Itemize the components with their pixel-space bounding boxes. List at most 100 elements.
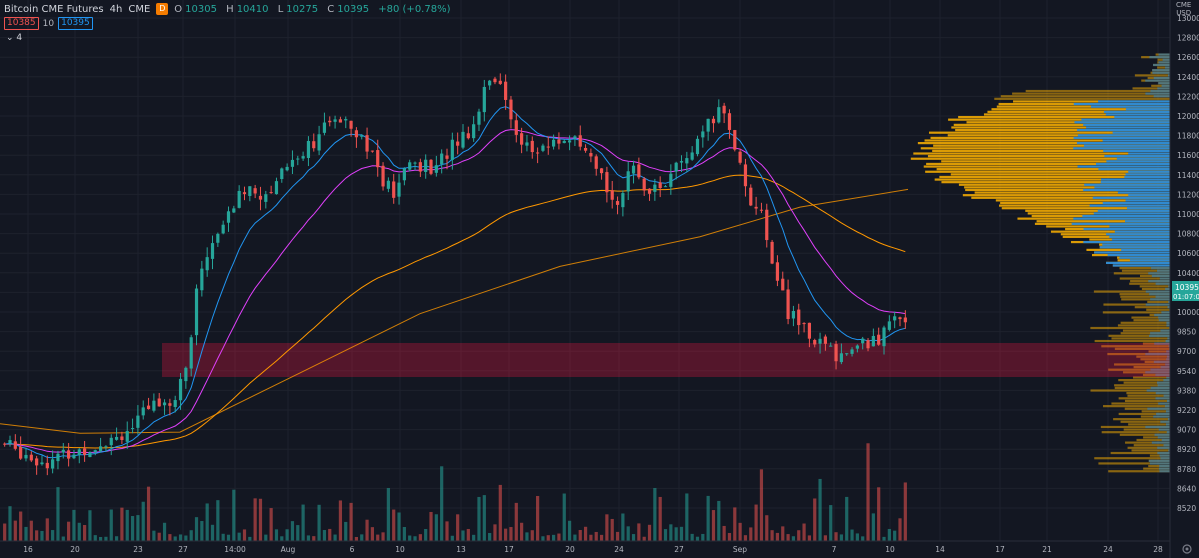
volume-profile-bar	[1133, 319, 1170, 322]
candle-body	[248, 186, 252, 197]
price-tick: 11800	[1177, 132, 1199, 141]
volume-profile-bar-va	[1145, 425, 1170, 429]
candle-body	[35, 458, 39, 466]
volume-profile-bar-va	[1163, 444, 1170, 447]
candle-body	[338, 119, 343, 123]
volume-profile-bar-va	[1105, 113, 1170, 116]
volume-profile-bar	[1102, 311, 1170, 314]
current-price-text: 10395	[1175, 283, 1199, 292]
chevron-down-icon[interactable]: ⌄	[6, 33, 14, 43]
volume-bar	[685, 493, 689, 541]
volume-bar	[472, 534, 476, 541]
volume-profile-bar-va	[1083, 144, 1170, 147]
volume-profile-bar	[1148, 464, 1170, 468]
candle-body	[226, 211, 231, 223]
volume-profile-bar	[1118, 397, 1170, 400]
candle-body	[56, 453, 60, 462]
bid-button[interactable]: 10385	[4, 17, 39, 30]
volume-profile-bar-va	[1092, 196, 1170, 199]
volume-profile-bar	[1133, 444, 1170, 447]
volume-bar	[408, 535, 412, 541]
gear-icon[interactable]	[1182, 544, 1192, 554]
candle-body	[631, 165, 636, 174]
candle-body	[237, 190, 241, 208]
volume-bar	[850, 529, 854, 541]
volume-profile-bar	[962, 194, 1170, 197]
high-value: 10410	[236, 3, 269, 15]
volume-profile-bar-va	[1106, 233, 1170, 236]
indicators-toggle[interactable]: ⌄ 4	[6, 33, 22, 43]
candle-body	[493, 78, 497, 83]
volume-bar	[162, 522, 167, 541]
volume-profile-bar-va	[1145, 92, 1170, 95]
volume-profile-bar	[941, 181, 1170, 184]
candle-body	[141, 407, 145, 416]
volume-profile-bar-va	[1150, 298, 1170, 301]
volume-profile-bar-va	[1125, 220, 1170, 223]
volume-profile-bar	[1131, 316, 1170, 319]
ema-mid-line	[4, 129, 906, 454]
volume-bars	[3, 443, 907, 541]
candle-body	[839, 353, 843, 363]
symbol-name[interactable]: Bitcoin CME Futures	[4, 3, 104, 15]
volume-bar	[136, 515, 140, 541]
candle-body	[280, 168, 284, 180]
candle-body	[754, 206, 758, 209]
volume-profile-bar-va	[1155, 373, 1170, 376]
volume-bar	[903, 482, 907, 541]
volume-bar	[130, 516, 135, 541]
volume-bar	[184, 535, 188, 541]
volume-profile-bar-va	[1126, 207, 1170, 210]
volume-bar	[520, 522, 524, 541]
volume-profile-bar	[1121, 298, 1170, 301]
candle-body	[525, 142, 529, 146]
price-tick: 12000	[1177, 112, 1199, 121]
ask-button[interactable]: 10395	[58, 17, 93, 30]
volume-profile-bar-va	[1083, 227, 1170, 231]
volume-profile-bar-va	[1146, 389, 1170, 392]
volume-profile-bar	[1134, 306, 1170, 309]
volume-profile-bar-va	[1166, 355, 1170, 358]
candle-body	[536, 152, 540, 154]
candle-body	[130, 428, 135, 430]
candle-body	[216, 233, 220, 243]
interval-label[interactable]: 4h	[109, 3, 123, 15]
volume-profile-bar	[1143, 467, 1170, 470]
candle-body	[301, 156, 305, 159]
volume-profile-bar-va	[1154, 342, 1170, 345]
volume-bar	[360, 534, 364, 541]
volume-bar	[290, 521, 295, 541]
volume-profile-bar-va	[1154, 313, 1170, 317]
volume-profile-bar	[965, 188, 1170, 192]
volume-profile-bar	[1119, 277, 1170, 280]
settings-button[interactable]	[1182, 544, 1192, 554]
time-axis[interactable]: 16 20 23 27 14:00 Aug 6 10 13 17 20 24 27 Sep 7 10 14 17 2…	[0, 540, 1170, 554]
price-tick: 11000	[1177, 210, 1199, 219]
volume-profile-bar	[1133, 365, 1170, 369]
volume-bar	[807, 535, 812, 541]
candle-body	[797, 309, 801, 326]
volume-profile-bar	[1129, 282, 1170, 285]
time-tick: 27	[178, 545, 188, 554]
candle-body	[136, 415, 140, 428]
candle-body	[477, 111, 481, 125]
candle-body	[472, 124, 476, 139]
volume-profile-bar-va	[1159, 464, 1170, 468]
price-axis[interactable]: 13000 12800 12600 12400 12200 12000 11800 11600…	[1169, 0, 1199, 558]
volume-bar	[242, 529, 247, 541]
volume-bar	[759, 469, 764, 541]
volume-profile-bar-va	[1149, 293, 1170, 296]
volume-profile-bar-va	[1155, 295, 1170, 298]
support-zone	[162, 343, 1170, 377]
time-tick: 20	[565, 545, 575, 554]
volume-profile-bar	[1050, 230, 1170, 233]
candle-body	[264, 194, 268, 202]
candle-body	[40, 462, 44, 465]
volume-profile-bar	[1012, 92, 1170, 95]
volume-profile-bar-va	[1160, 365, 1170, 369]
volume-profile-bar-va	[1094, 251, 1170, 254]
candle-body	[482, 86, 486, 113]
candle-body	[370, 150, 374, 152]
candle-body	[402, 168, 406, 181]
